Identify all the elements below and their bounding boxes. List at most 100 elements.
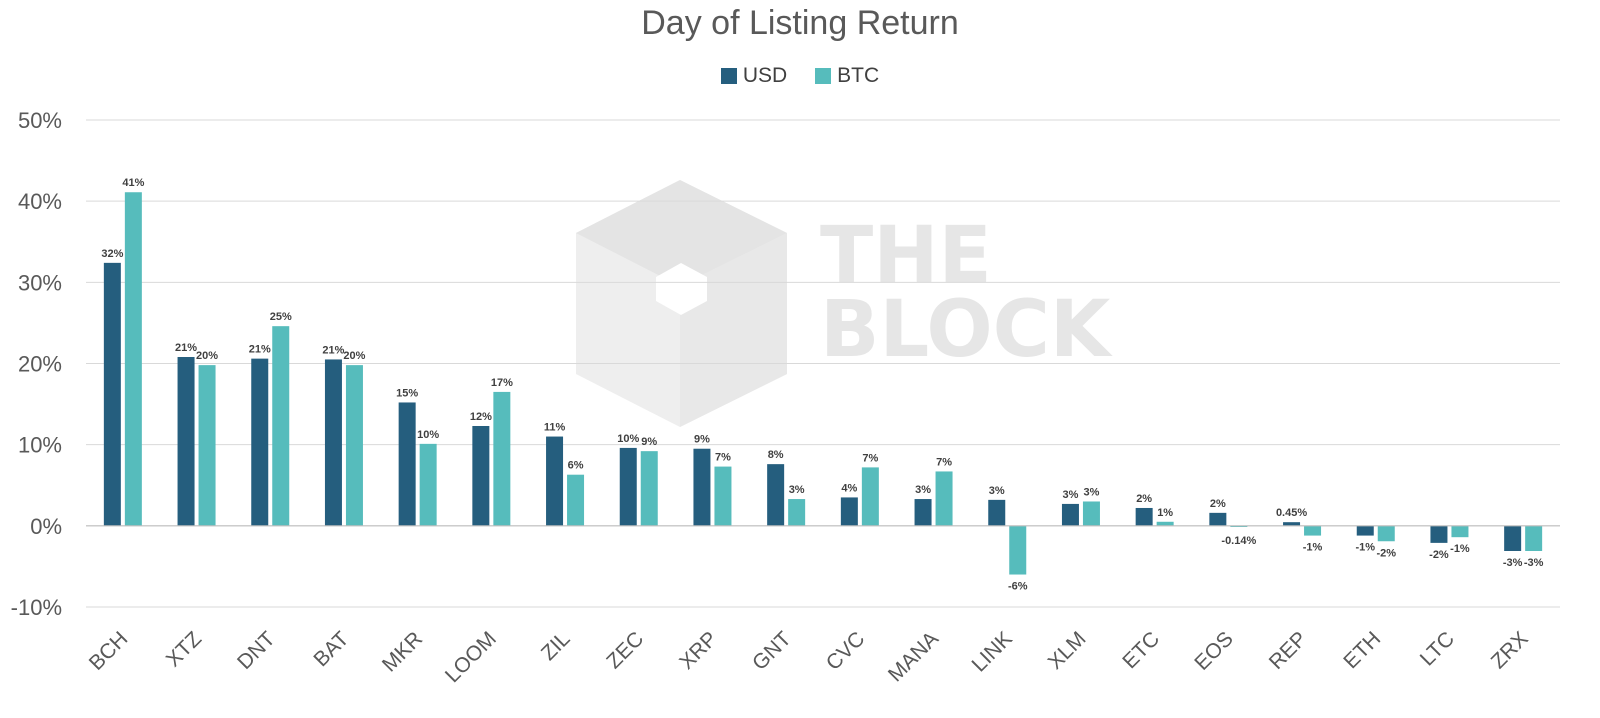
- data-label-usd-rep: 0.45%: [1276, 507, 1307, 519]
- bar-usd-rep: [1283, 522, 1301, 526]
- x-tick-label: ZEC: [602, 627, 648, 673]
- bar-btc-zil: [567, 474, 585, 526]
- data-label-usd-eth: -1%: [1355, 542, 1375, 554]
- data-label-btc-loom: 17%: [491, 377, 513, 389]
- x-tick-label: MKR: [378, 627, 427, 676]
- y-axis: -10% 0% 10% 20% 30% 40% 50%: [11, 108, 62, 620]
- y-tick-label: 20%: [18, 352, 62, 377]
- bar-btc-cvc: [861, 467, 879, 526]
- bar-btc-bch: [124, 192, 142, 526]
- data-label-btc-etc: 1%: [1157, 507, 1173, 519]
- data-labels: 32%41%21%20%21%25%21%20%15%10%12%17%11%6…: [101, 177, 1543, 592]
- data-label-usd-bch: 32%: [101, 248, 123, 260]
- data-label-btc-bch: 41%: [122, 177, 144, 189]
- y-tick-label: 10%: [18, 433, 62, 458]
- y-tick-label: 50%: [18, 108, 62, 133]
- data-label-btc-zil: 6%: [568, 460, 584, 472]
- y-tick-label: 40%: [18, 189, 62, 214]
- data-label-usd-cvc: 4%: [841, 482, 857, 494]
- data-label-btc-dnt: 25%: [270, 311, 292, 323]
- bar-btc-loom: [493, 391, 511, 526]
- bar-usd-dnt: [251, 358, 269, 526]
- bar-usd-eos: [1209, 512, 1227, 526]
- x-tick-label: DNT: [233, 627, 280, 674]
- legend-swatch-btc: [815, 68, 832, 84]
- bar-btc-zrx: [1525, 525, 1543, 551]
- bar-btc-eth: [1377, 525, 1395, 542]
- x-tick-label: BAT: [309, 627, 353, 671]
- bar-usd-link: [988, 499, 1006, 526]
- data-label-usd-mkr: 15%: [396, 387, 418, 399]
- bar-usd-eth: [1356, 525, 1374, 536]
- legend-label-btc: BTC: [837, 64, 880, 87]
- data-label-btc-zrx: -3%: [1524, 557, 1544, 569]
- bar-btc-ltc: [1451, 525, 1469, 538]
- data-label-usd-etc: 2%: [1136, 493, 1152, 505]
- legend-item-usd: USD: [720, 64, 788, 88]
- bar-usd-xrp: [693, 448, 711, 526]
- watermark-logo: THE BLOCK: [576, 180, 1113, 427]
- data-label-usd-xtz: 21%: [175, 342, 197, 354]
- chart-title: Day of Listing Return: [641, 4, 959, 42]
- bar-btc-xlm: [1082, 501, 1100, 526]
- x-tick-label: LTC: [1416, 627, 1459, 670]
- data-label-btc-ltc: -1%: [1450, 543, 1470, 555]
- x-tick-label: BCH: [85, 627, 133, 675]
- x-tick-label: LINK: [968, 627, 1017, 676]
- data-label-usd-dnt: 21%: [249, 344, 271, 356]
- x-tick-label: MANA: [884, 627, 943, 686]
- bar-btc-link: [1009, 525, 1027, 575]
- data-label-usd-zrx: -3%: [1503, 557, 1523, 569]
- bar-btc-rep: [1304, 525, 1322, 536]
- bar-btc-gnt: [788, 499, 806, 526]
- data-label-btc-link: -6%: [1008, 581, 1028, 593]
- x-tick-label: EOS: [1190, 627, 1238, 675]
- bar-usd-xtz: [177, 357, 195, 526]
- bar-usd-xlm: [1061, 503, 1079, 526]
- x-tick-label: ETC: [1118, 627, 1164, 673]
- bar-usd-mkr: [398, 402, 416, 526]
- data-label-usd-zec: 10%: [617, 433, 639, 445]
- bar-btc-mkr: [419, 443, 437, 526]
- data-label-btc-mkr: 10%: [417, 429, 439, 441]
- data-label-usd-mana: 3%: [915, 484, 931, 496]
- bar-usd-bat: [324, 359, 342, 526]
- x-tick-label: CVC: [822, 627, 870, 675]
- y-tick-label: 0%: [30, 514, 62, 539]
- bar-btc-dnt: [272, 326, 290, 526]
- x-tick-label: LOOM: [441, 627, 501, 687]
- legend: USD BTC: [0, 64, 1600, 88]
- data-label-usd-link: 3%: [989, 485, 1005, 497]
- bar-usd-gnt: [767, 464, 785, 526]
- bar-btc-etc: [1156, 521, 1174, 526]
- data-label-btc-xtz: 20%: [196, 350, 218, 362]
- bar-usd-etc: [1135, 507, 1153, 526]
- data-label-btc-cvc: 7%: [862, 452, 878, 464]
- data-label-usd-eos: 2%: [1210, 498, 1226, 510]
- bar-btc-bat: [345, 365, 363, 526]
- bar-usd-zil: [546, 436, 564, 526]
- gridlines: [86, 119, 1560, 608]
- data-label-usd-xlm: 3%: [1062, 489, 1078, 501]
- data-label-usd-loom: 12%: [470, 411, 492, 423]
- bar-usd-cvc: [840, 497, 858, 526]
- bar-btc-mana: [935, 471, 953, 526]
- data-label-usd-ltc: -2%: [1429, 549, 1449, 561]
- bar-btc-xrp: [714, 466, 732, 526]
- bar-usd-zec: [619, 447, 637, 526]
- bar-usd-ltc: [1430, 525, 1448, 543]
- x-tick-label: REP: [1265, 627, 1312, 674]
- data-label-usd-zil: 11%: [544, 422, 566, 434]
- data-label-btc-bat: 20%: [343, 350, 365, 362]
- bar-btc-xtz: [198, 365, 216, 526]
- x-tick-label: XRP: [675, 627, 722, 674]
- bar-usd-loom: [472, 425, 490, 526]
- data-label-btc-eos: -0.14%: [1221, 535, 1256, 547]
- bar-usd-bch: [103, 262, 121, 526]
- bars: [103, 192, 1543, 575]
- data-label-btc-xlm: 3%: [1083, 486, 1099, 498]
- x-tick-label: ZIL: [537, 627, 575, 665]
- watermark-text-line1: THE: [820, 211, 992, 301]
- legend-label-usd: USD: [742, 64, 788, 87]
